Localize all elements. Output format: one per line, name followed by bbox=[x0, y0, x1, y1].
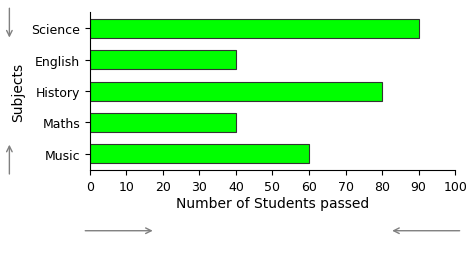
X-axis label: Number of Students passed: Number of Students passed bbox=[176, 196, 369, 210]
Y-axis label: Subjects: Subjects bbox=[11, 62, 26, 121]
Bar bbox=[90, 51, 236, 70]
Bar bbox=[90, 114, 236, 132]
Bar bbox=[90, 20, 419, 39]
Bar bbox=[90, 145, 309, 164]
Bar bbox=[90, 82, 382, 101]
